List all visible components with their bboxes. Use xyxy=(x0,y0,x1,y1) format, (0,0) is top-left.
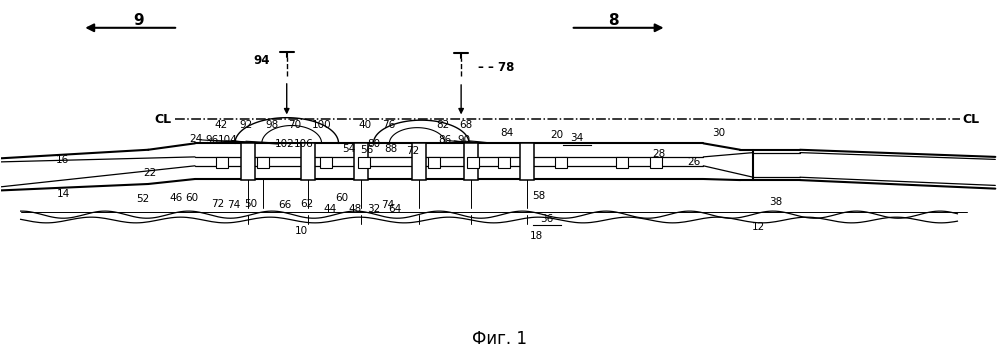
Text: 66: 66 xyxy=(278,200,291,210)
Text: 18: 18 xyxy=(530,231,544,241)
Text: 94: 94 xyxy=(253,54,270,67)
Text: – – 78: – – 78 xyxy=(478,61,514,74)
Text: 52: 52 xyxy=(137,194,150,204)
Text: 9: 9 xyxy=(133,13,144,28)
Bar xyxy=(520,142,534,180)
Bar xyxy=(467,157,479,168)
Text: 72: 72 xyxy=(212,199,225,209)
Text: 42: 42 xyxy=(215,120,228,130)
Bar xyxy=(354,142,368,180)
Text: 84: 84 xyxy=(500,129,514,138)
Bar xyxy=(358,157,370,168)
Text: 102: 102 xyxy=(274,139,294,149)
Bar xyxy=(412,142,426,180)
Text: 10: 10 xyxy=(295,226,308,236)
Text: 82: 82 xyxy=(436,120,450,130)
Text: 50: 50 xyxy=(245,199,257,209)
Text: 14: 14 xyxy=(57,189,70,199)
Text: 90: 90 xyxy=(457,135,471,145)
Text: 16: 16 xyxy=(56,155,69,165)
Text: CL: CL xyxy=(155,112,172,126)
Text: Фиг. 1: Фиг. 1 xyxy=(471,330,527,348)
Text: 58: 58 xyxy=(532,192,546,202)
Text: 60: 60 xyxy=(335,193,348,203)
Text: 56: 56 xyxy=(360,145,373,155)
Text: CL: CL xyxy=(963,112,980,126)
Bar xyxy=(216,157,228,168)
Text: 62: 62 xyxy=(300,199,313,209)
Text: 46: 46 xyxy=(170,193,183,203)
Bar xyxy=(319,157,331,168)
Text: 106: 106 xyxy=(293,139,313,149)
Text: 86: 86 xyxy=(438,135,452,145)
Text: 24: 24 xyxy=(190,134,203,144)
Text: 44: 44 xyxy=(323,204,336,214)
Text: 12: 12 xyxy=(751,222,764,232)
Text: 8: 8 xyxy=(609,13,619,28)
Text: 96: 96 xyxy=(206,135,219,145)
Text: 80: 80 xyxy=(367,139,380,149)
Text: 40: 40 xyxy=(359,120,372,130)
Text: 70: 70 xyxy=(288,120,301,130)
Bar xyxy=(241,142,254,180)
Text: 30: 30 xyxy=(712,128,725,137)
Text: 76: 76 xyxy=(382,120,395,130)
Text: 32: 32 xyxy=(367,204,380,214)
Text: 26: 26 xyxy=(688,157,701,167)
Bar xyxy=(464,142,478,180)
Text: 104: 104 xyxy=(218,135,238,145)
Text: 72: 72 xyxy=(405,146,419,156)
Bar xyxy=(651,157,663,168)
Text: 22: 22 xyxy=(144,168,157,178)
Text: 92: 92 xyxy=(240,120,252,130)
Text: 68: 68 xyxy=(459,120,473,130)
Bar xyxy=(616,157,628,168)
Text: 74: 74 xyxy=(381,200,394,211)
Text: 60: 60 xyxy=(186,193,199,203)
Text: 74: 74 xyxy=(228,200,241,211)
Text: 28: 28 xyxy=(652,149,665,159)
Bar xyxy=(555,157,567,168)
Text: 36: 36 xyxy=(540,214,554,224)
Text: 88: 88 xyxy=(385,144,398,154)
Text: 98: 98 xyxy=(265,120,278,130)
Text: 38: 38 xyxy=(769,197,782,207)
Text: 54: 54 xyxy=(342,144,355,154)
Text: 48: 48 xyxy=(349,204,362,214)
Text: 34: 34 xyxy=(570,133,584,143)
Bar xyxy=(498,157,510,168)
Text: 100: 100 xyxy=(311,120,331,130)
Bar xyxy=(256,157,268,168)
Text: 20: 20 xyxy=(550,130,563,140)
Bar xyxy=(428,157,440,168)
Text: 64: 64 xyxy=(389,204,402,214)
Bar xyxy=(300,142,314,180)
